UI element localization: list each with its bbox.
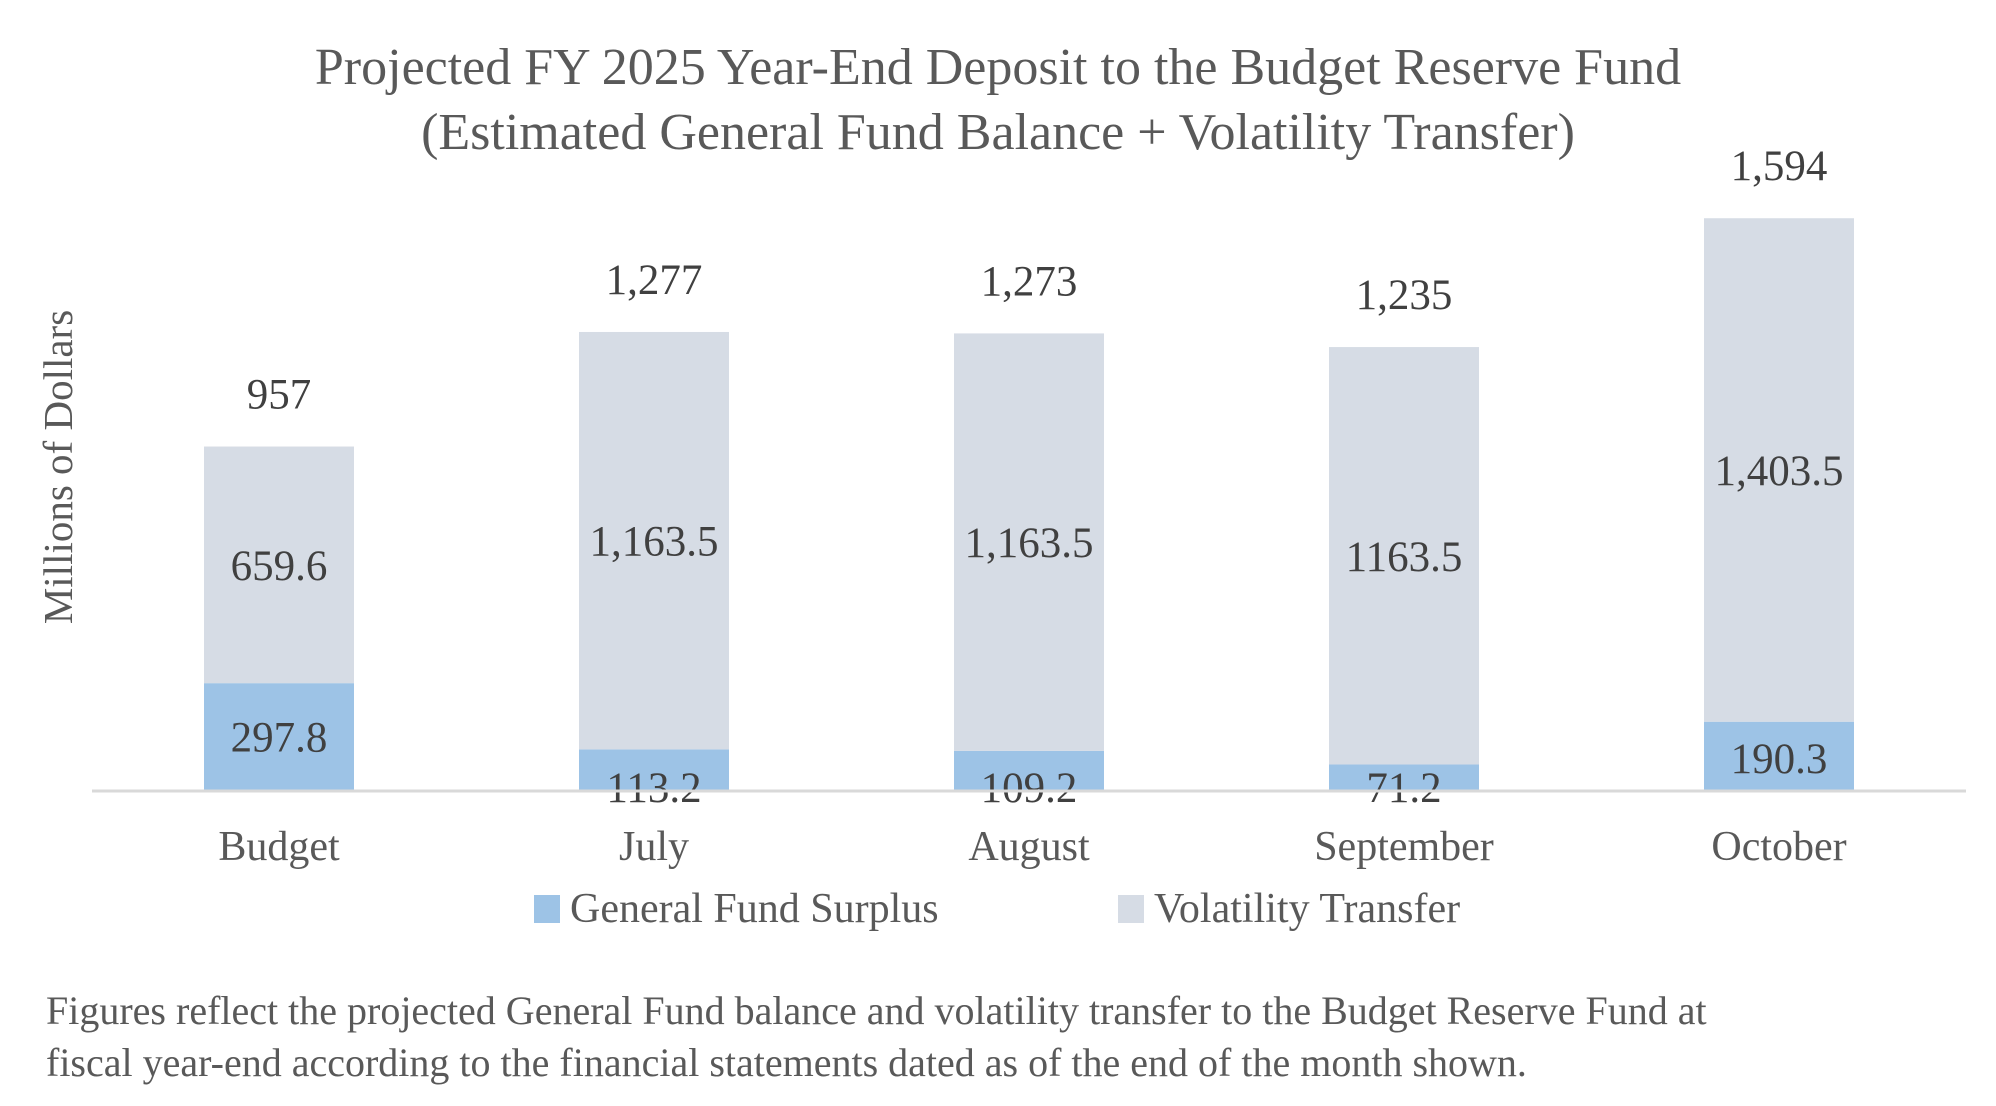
data-label-general-fund-surplus: 113.2 — [606, 765, 701, 812]
legend-item-volatility-transfer: Volatility Transfer — [1118, 885, 1460, 933]
data-label-general-fund-surplus: 297.8 — [231, 715, 328, 762]
total-label: 1,235 — [1356, 272, 1453, 319]
data-label-volatility-transfer: 659.6 — [231, 543, 328, 590]
bar-segment-volatility-transfer — [204, 446, 354, 684]
x-tick-label: Budget — [218, 824, 340, 870]
total-label: 1,273 — [981, 258, 1078, 305]
legend-swatch-volatility-transfer — [1118, 895, 1144, 923]
legend-label-volatility-transfer: Volatility Transfer — [1154, 886, 1461, 932]
legend-swatch-general-fund-surplus — [534, 895, 560, 923]
bar-segment-general-fund-surplus — [954, 750, 1104, 790]
bar-segment-general-fund-surplus — [1329, 764, 1479, 790]
footnote: Figures reflect the projected General Fu… — [46, 985, 1966, 1089]
data-label-volatility-transfer: 1,163.5 — [965, 520, 1094, 567]
total-label: 957 — [247, 372, 312, 419]
bar-segment-general-fund-surplus — [1704, 721, 1854, 790]
chart-subtitle: (Estimated General Fund Balance + Volati… — [421, 104, 1575, 161]
bar-segment-volatility-transfer — [1704, 218, 1854, 722]
data-label-volatility-transfer: 1163.5 — [1346, 534, 1463, 581]
bar-segment-general-fund-surplus — [579, 749, 729, 790]
chart-title: Projected FY 2025 Year-End Deposit to th… — [314, 39, 1682, 96]
x-tick-label: July — [619, 824, 689, 870]
legend-item-general-fund-surplus: General Fund Surplus — [534, 885, 939, 933]
bar-segment-volatility-transfer — [1329, 347, 1479, 765]
bar-segment-volatility-transfer — [954, 333, 1104, 751]
data-label-volatility-transfer: 1,403.5 — [1715, 448, 1844, 495]
data-label-general-fund-surplus: 71.2 — [1366, 765, 1441, 812]
total-label: 1,277 — [606, 257, 703, 304]
data-label-general-fund-surplus: 109.2 — [981, 765, 1078, 812]
bar-segment-general-fund-surplus — [204, 683, 354, 790]
data-label-volatility-transfer: 1,163.5 — [590, 519, 719, 566]
legend: General Fund Surplus Volatility Transfer — [0, 885, 1996, 941]
footnote-line-1: Figures reflect the projected General Fu… — [46, 988, 1707, 1033]
bar-segment-volatility-transfer — [579, 331, 729, 750]
x-tick-label: October — [1711, 824, 1846, 870]
x-tick-label: September — [1314, 824, 1494, 870]
footnote-line-2: fiscal year-end according to the financi… — [46, 1040, 1527, 1085]
x-tick-label: August — [968, 824, 1090, 870]
legend-label-general-fund-surplus: General Fund Surplus — [570, 886, 939, 932]
data-label-general-fund-surplus: 190.3 — [1731, 736, 1828, 783]
total-label: 1,594 — [1731, 143, 1828, 190]
